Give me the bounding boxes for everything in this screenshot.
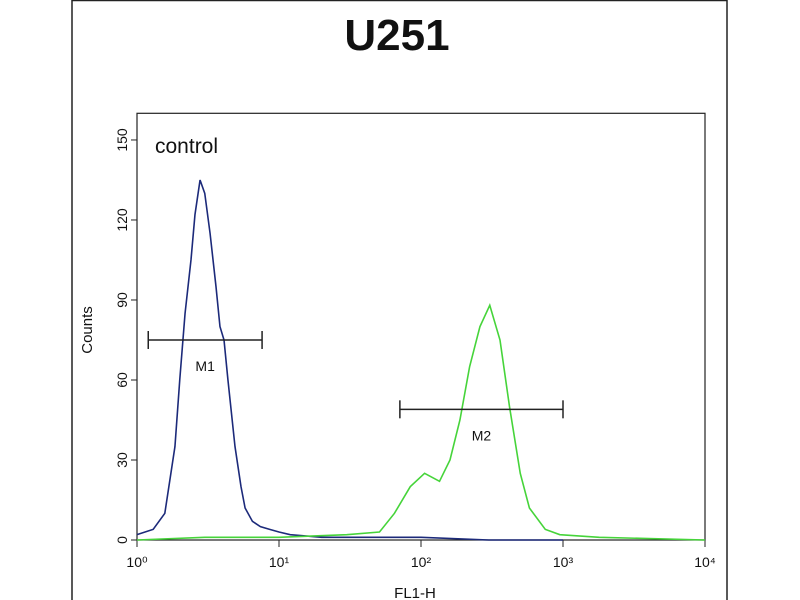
x-tick-label: 10⁰ [126,554,148,570]
y-tick-label: 90 [114,292,130,308]
annotation: control [155,135,218,158]
y-tick-label: 0 [114,536,130,544]
y-axis-label: Counts [79,306,96,354]
series-line [136,303,706,541]
x-axis-label: FL1-H [394,585,436,600]
y-tick-label: 120 [114,208,130,232]
y-tick-label: 150 [114,128,130,152]
marker-label: M2 [472,427,492,443]
marker-label: M1 [195,358,215,374]
x-tick-label: 10³ [553,554,574,570]
x-tick-label: 10¹ [269,554,290,570]
x-tick-label: 10⁴ [694,554,716,570]
x-tick-label: 10² [411,554,432,570]
frame [71,0,728,600]
y-tick-label: 30 [114,452,130,468]
chart-title: U251 [344,11,449,60]
y-tick-label: 60 [114,372,130,388]
